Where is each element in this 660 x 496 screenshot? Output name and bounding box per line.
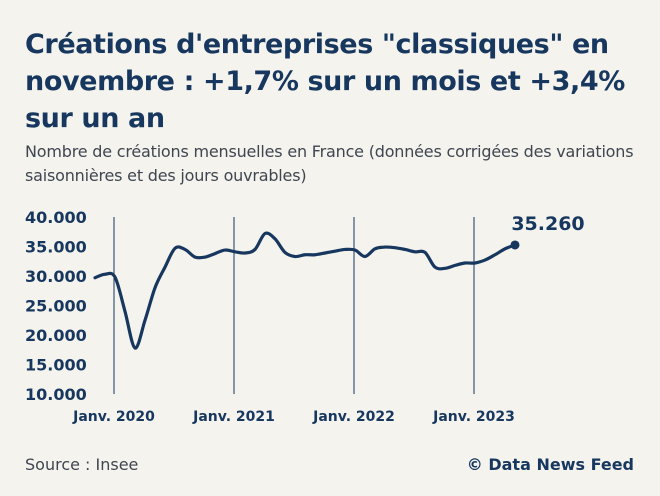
x-tick-label: Janv. 2021 [192, 409, 275, 425]
chart-subtitle: Nombre de créations mensuelles en France… [25, 142, 634, 185]
y-tick-label: 25.000 [25, 297, 87, 316]
last-value-label: 35.260 [511, 213, 584, 235]
source-label: Source : Insee [25, 455, 139, 474]
series-line [93, 231, 517, 350]
y-tick-label: 35.000 [25, 238, 87, 257]
brand-label: © Data News Feed [466, 455, 634, 474]
y-tick-label: 10.000 [25, 385, 87, 404]
x-tick-label: Janv. 2022 [312, 409, 395, 425]
y-tick-label: 40.000 [25, 208, 87, 227]
x-tick-label: Janv. 2023 [432, 409, 515, 425]
chart-title: Créations d'entreprises "classiques" en … [25, 29, 625, 134]
last-point-marker [510, 240, 520, 250]
y-tick-label: 20.000 [25, 326, 87, 345]
y-tick-label: 30.000 [25, 267, 87, 286]
x-tick-label: Janv. 2020 [72, 409, 155, 425]
y-tick-label: 15.000 [25, 356, 87, 375]
